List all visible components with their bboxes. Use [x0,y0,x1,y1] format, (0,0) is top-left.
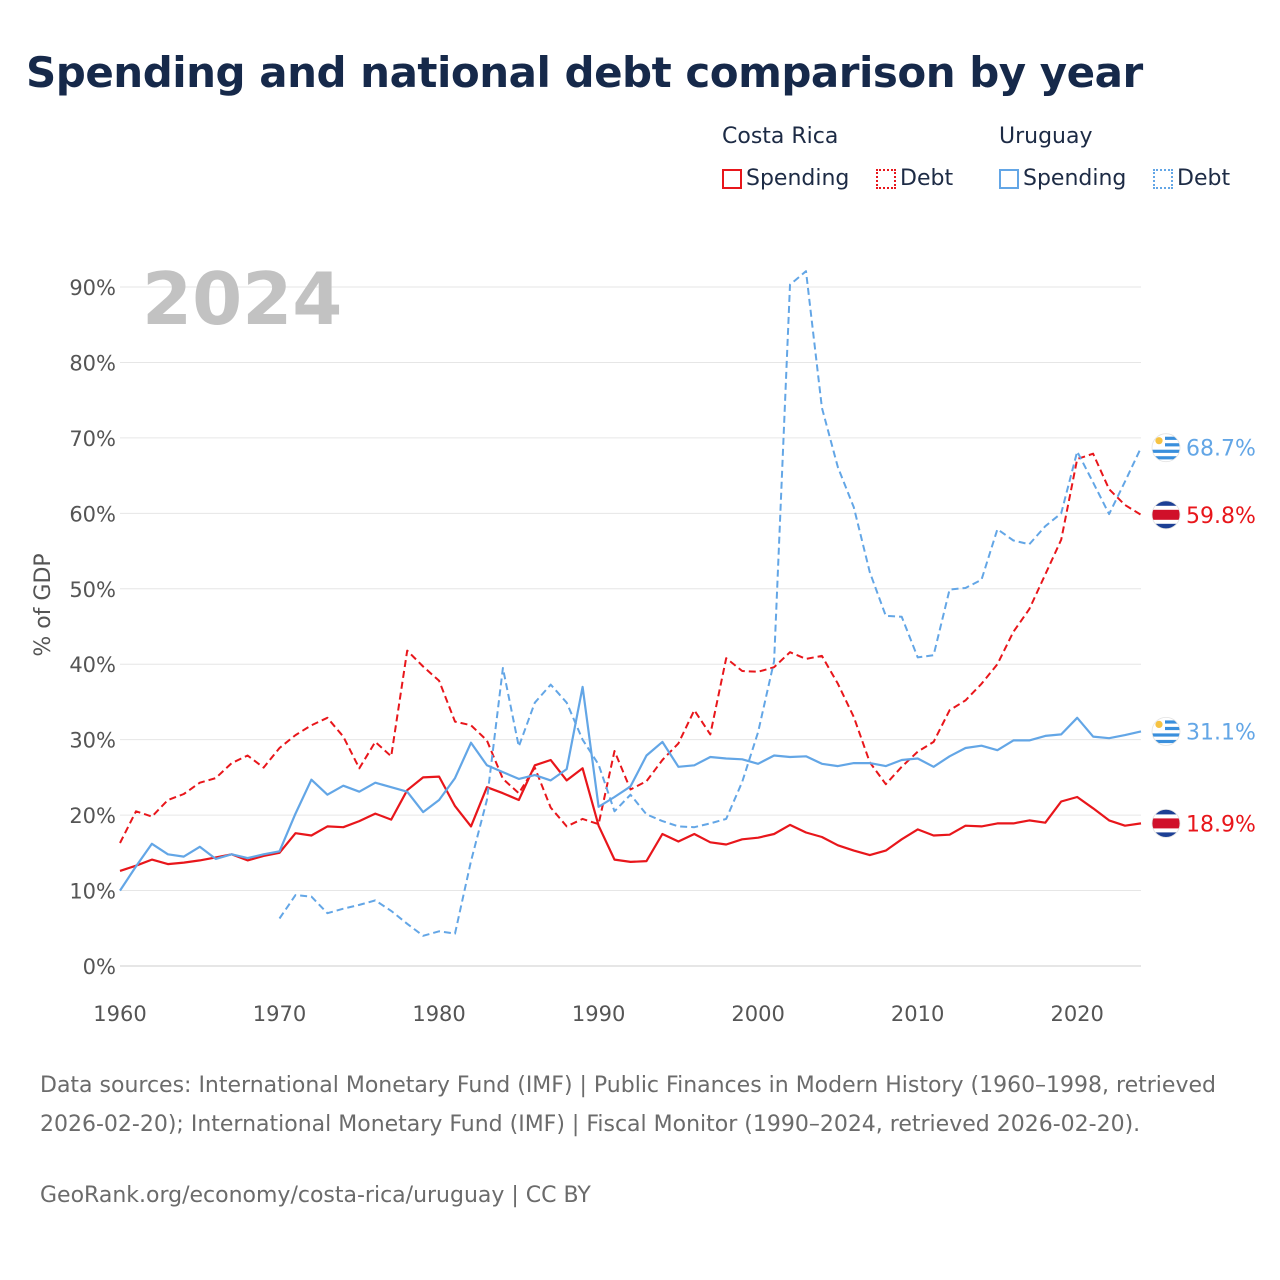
x-tick-label: 2000 [731,1002,784,1026]
y-tick-label: 60% [69,502,116,526]
y-axis-label: % of GDP [31,553,56,656]
series-line-costa-rica-spending [119,758,1142,872]
series-line-costa-rica-debt [119,452,1142,844]
end-value-label: 18.9% [1186,812,1256,837]
legend-label: Debt [900,166,954,191]
legend-country-costa-rica: Costa Rica [722,124,839,149]
y-tick-label: 40% [69,653,116,677]
chart-title: Spending and national debt comparison by… [26,48,1143,97]
legend-label: Spending [746,166,850,191]
series-line-uruguay-debt [278,270,1142,937]
uruguay-flag-icon [1151,433,1181,463]
series-line-uruguay-spending [119,685,1142,892]
legend-label: Debt [1177,166,1231,191]
y-tick-label: 90% [69,276,116,300]
uruguay-flag-icon [1151,717,1181,746]
end-value-label: 31.1% [1186,720,1256,745]
gridlines [120,286,1141,967]
legend-swatch-dotted-icon [876,168,896,189]
y-tick-label: 0% [83,955,116,979]
legend-item-uruguay-spending[interactable]: Spending [999,166,1126,191]
credit-link[interactable]: GeoRank.org/economy/costa-rica/uruguay |… [40,1183,591,1208]
costa-rica-flag-icon [1151,500,1181,530]
legend-swatch-solid-icon [722,168,742,189]
y-tick-label: 50% [69,578,116,602]
y-axis-ticks: 0% 10% 20% 30% 40% 50% 60% 70% 80% 90% [69,276,116,979]
legend-label: Spending [1023,166,1127,191]
legend-item-uruguay-debt[interactable]: Debt [1153,166,1230,191]
y-tick-label: 20% [69,804,116,828]
y-tick-label: 10% [69,880,116,904]
x-tick-label: 2010 [891,1002,944,1026]
x-axis-ticks: 1960 1970 1980 1990 2000 2010 2020 [93,1002,1104,1026]
end-value-label: 68.7% [1186,437,1256,462]
y-tick-label: 70% [69,427,116,451]
x-tick-label: 1970 [253,1002,306,1026]
end-value-label: 59.8% [1186,504,1256,529]
y-tick-label: 80% [69,351,116,375]
x-tick-label: 1990 [572,1002,625,1026]
legend-swatch-dotted-icon [1153,168,1173,189]
y-tick-label: 30% [69,729,116,753]
x-tick-label: 1960 [93,1002,146,1026]
year-watermark: 2024 [142,257,342,341]
x-tick-label: 2020 [1050,1002,1103,1026]
line-chart: 0%10%20%30%40%50%60%70%80%90% 1960 1970 19… [31,257,1256,1026]
legend-item-costa-rica-debt[interactable]: Debt [876,166,953,191]
legend-country-uruguay: Uruguay [999,124,1093,149]
costa-rica-flag-icon [1151,809,1181,838]
series-lines [119,270,1142,937]
x-tick-label: 1980 [412,1002,465,1026]
legend-item-costa-rica-spending[interactable]: Spending [722,166,849,191]
data-sources-note: Data sources: International Monetary Fun… [40,1073,1216,1137]
series-end-labels: 18.9% 59.8% 31.1% 68.7% [1151,433,1256,838]
legend-swatch-solid-icon [999,168,1019,189]
